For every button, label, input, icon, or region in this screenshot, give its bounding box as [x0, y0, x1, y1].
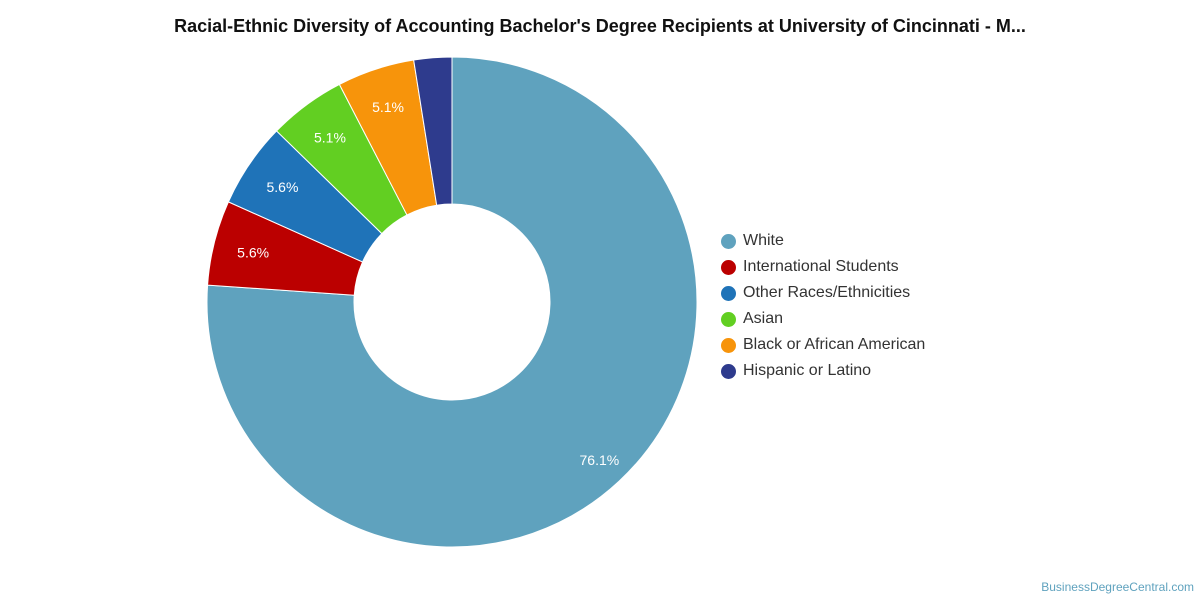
- legend-swatch: [721, 259, 736, 275]
- legend: White International Students Other Races/E…: [721, 228, 925, 384]
- watermark: BusinessDegreeCentral.com: [1041, 580, 1194, 594]
- legend-item[interactable]: Asian: [721, 306, 925, 332]
- legend-swatch: [721, 363, 736, 379]
- slice-white[interactable]: [206, 56, 698, 548]
- legend-label: Hispanic or Latino: [743, 362, 872, 379]
- slice-value-label: 5.1%: [314, 129, 346, 145]
- legend-item[interactable]: White: [721, 228, 925, 254]
- legend-swatch: [721, 337, 736, 353]
- legend-item[interactable]: International Students: [721, 254, 925, 280]
- legend-item[interactable]: Black or African American: [721, 332, 925, 358]
- legend-label: White: [743, 232, 784, 249]
- legend-item[interactable]: Hispanic or Latino: [721, 358, 925, 384]
- chart-title: Racial-Ethnic Diversity of Accounting Ba…: [174, 16, 1026, 36]
- legend-label: International Students: [743, 258, 899, 275]
- slice-hispanic-or-latino[interactable]: [413, 56, 453, 206]
- legend-swatch: [721, 311, 736, 327]
- slice-value-label: 5.6%: [266, 179, 298, 195]
- legend-swatch: [721, 285, 736, 301]
- legend-label: Asian: [743, 310, 784, 327]
- legend-swatch: [721, 233, 736, 249]
- legend-label: Other Races/Ethnicities: [743, 284, 911, 301]
- slice-value-label: 5.1%: [372, 99, 404, 115]
- slice-value-label: 76.1%: [580, 452, 620, 468]
- legend-label: Black or African American: [743, 336, 926, 353]
- legend-item[interactable]: Other Races/Ethnicities: [721, 280, 925, 306]
- slice-value-label: 5.6%: [237, 244, 269, 260]
